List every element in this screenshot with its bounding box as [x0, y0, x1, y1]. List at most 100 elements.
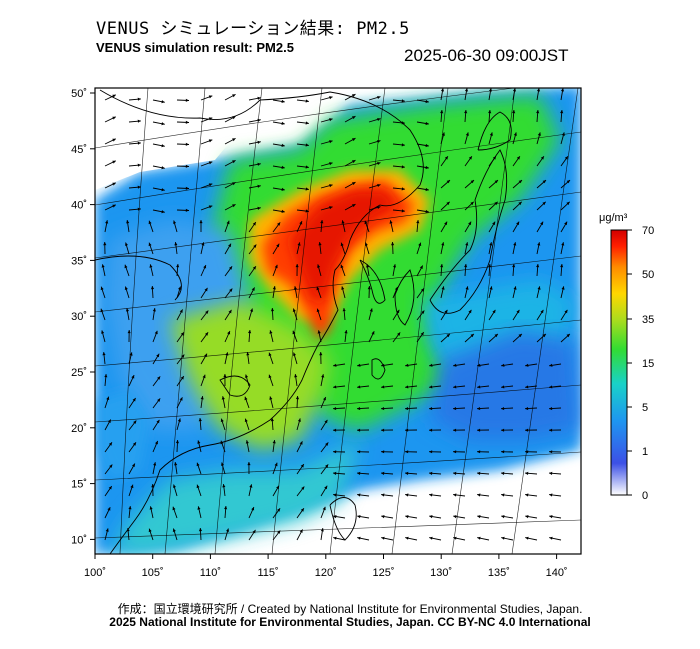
wind-arrow-head: [477, 536, 481, 540]
wind-arrow-head: [253, 244, 257, 248]
wind-arrow-head: [173, 220, 177, 224]
wind-arrow-head: [228, 243, 231, 248]
wind-arrow-head: [333, 407, 337, 411]
wind-arrow-head: [277, 508, 281, 512]
wind-arrow-head: [397, 332, 401, 336]
wind-arrow-head: [429, 385, 433, 389]
wind-arrow-head: [103, 242, 107, 246]
credit-line-1: 作成：国立環境研究所 / Created by National Institu…: [117, 602, 583, 616]
wind-arrow-head: [470, 201, 474, 206]
wind-arrow-head: [405, 536, 409, 540]
wind-arrow-head: [441, 286, 445, 290]
wind-arrow-head: [468, 309, 472, 314]
wind-arrow-head: [137, 97, 141, 101]
wind-arrow-head: [300, 508, 304, 512]
wind-arrow-head: [381, 363, 385, 367]
wind-arrow-head: [340, 264, 344, 269]
wind-arrow-head: [401, 143, 405, 147]
wind-arrow-head: [220, 418, 224, 422]
wind-arrow-head: [305, 165, 309, 169]
wind-arrow-head: [208, 161, 213, 165]
wind-arrow-head: [157, 376, 161, 380]
wind-arrow-head: [137, 141, 141, 145]
wind-arrow-head: [537, 242, 541, 246]
wind-arrow-head: [321, 374, 325, 378]
wind-arrow-head: [465, 286, 469, 290]
colorbar: 70 50 35 15 5 1 0: [610, 225, 654, 502]
wind-arrow-head: [201, 242, 205, 246]
wind-arrow-head: [294, 374, 298, 378]
wind-arrow-head: [429, 407, 433, 411]
wind-arrow-head: [425, 121, 429, 126]
colorbar-label: 70: [642, 225, 654, 237]
map-frame: [94, 87, 582, 555]
wind-arrow-head: [322, 506, 326, 511]
wind-arrow-head: [525, 407, 529, 411]
wind-arrow-head: [185, 142, 189, 146]
wind-arrow-head: [560, 88, 565, 92]
wind-arrow-head: [156, 419, 160, 424]
wind-arrow-head: [329, 206, 333, 210]
colorbar-label: 15: [642, 358, 654, 370]
wind-arrow-head: [429, 536, 433, 540]
wind-arrow-head: [540, 156, 544, 160]
wind-arrow-head: [224, 506, 228, 510]
wind-arrow-head: [124, 286, 128, 290]
wind-arrow-head: [131, 375, 135, 379]
wind-arrow-head: [316, 308, 320, 313]
wind-arrow-head: [352, 116, 356, 120]
wind-arrow-head: [277, 530, 281, 534]
wind-arrow-head: [185, 120, 189, 124]
wind-arrow-head: [444, 221, 448, 226]
wind-arrow-head: [549, 493, 553, 497]
wind-arrow-head: [419, 265, 423, 269]
wind-arrow-head: [477, 407, 481, 411]
wind-arrow-head: [246, 352, 250, 356]
wind-arrow-head: [185, 186, 189, 190]
wind-arrow-head: [352, 94, 356, 98]
wind-arrow-head: [202, 374, 206, 379]
wind-arrow-head: [525, 536, 529, 540]
wind-arrow-head: [525, 515, 529, 519]
wind-arrow-head: [223, 374, 227, 378]
wind-arrow-head: [204, 287, 208, 292]
wind-arrow-head: [357, 536, 361, 540]
wind-arrow-head: [155, 440, 158, 445]
wind-arrow-head: [405, 407, 409, 411]
wind-arrow-head: [204, 353, 207, 358]
wind-arrow-head: [299, 529, 303, 533]
lon-tick-label: 125˚: [372, 567, 394, 579]
wind-arrow-head: [102, 352, 106, 356]
lat-tick-label: 50˚: [71, 88, 87, 100]
longitude-ticks: 100˚ 105˚ 110˚ 115˚ 120˚ 125˚ 130˚ 135˚ 140˚: [84, 554, 568, 579]
colorbar-label: 50: [642, 269, 654, 281]
wind-arrow-head: [208, 205, 213, 209]
wind-arrow-head: [161, 144, 165, 148]
wind-arrow-head: [229, 288, 233, 292]
wind-vector-field: [100, 88, 571, 541]
wind-arrow-head: [377, 162, 381, 165]
wind-arrow-head: [405, 515, 409, 519]
wind-arrow-head: [329, 162, 333, 166]
wind-arrow-head: [464, 110, 468, 114]
wind-arrow-head: [453, 536, 457, 540]
wind-arrow-head: [371, 331, 375, 335]
coastlines: [95, 89, 512, 554]
wind-arrow-head: [516, 309, 520, 314]
colorbar-label: 35: [642, 314, 654, 326]
wind-arrow-head: [477, 450, 481, 454]
wind-arrow-head: [196, 462, 200, 467]
wind-arrow-head: [124, 264, 128, 269]
wind-arrow-head: [420, 332, 424, 336]
wind-arrow-head: [536, 110, 540, 114]
wind-arrow-head: [108, 442, 112, 446]
wind-arrow-head: [100, 286, 104, 291]
wind-arrow-head: [564, 221, 568, 226]
wind-arrow-head: [272, 440, 276, 444]
wind-arrow-head: [293, 286, 297, 290]
wind-arrow-head: [107, 507, 111, 511]
wind-arrow-head: [281, 165, 285, 169]
wind-arrow-head: [221, 462, 225, 466]
wind-arrow-head: [333, 363, 337, 367]
